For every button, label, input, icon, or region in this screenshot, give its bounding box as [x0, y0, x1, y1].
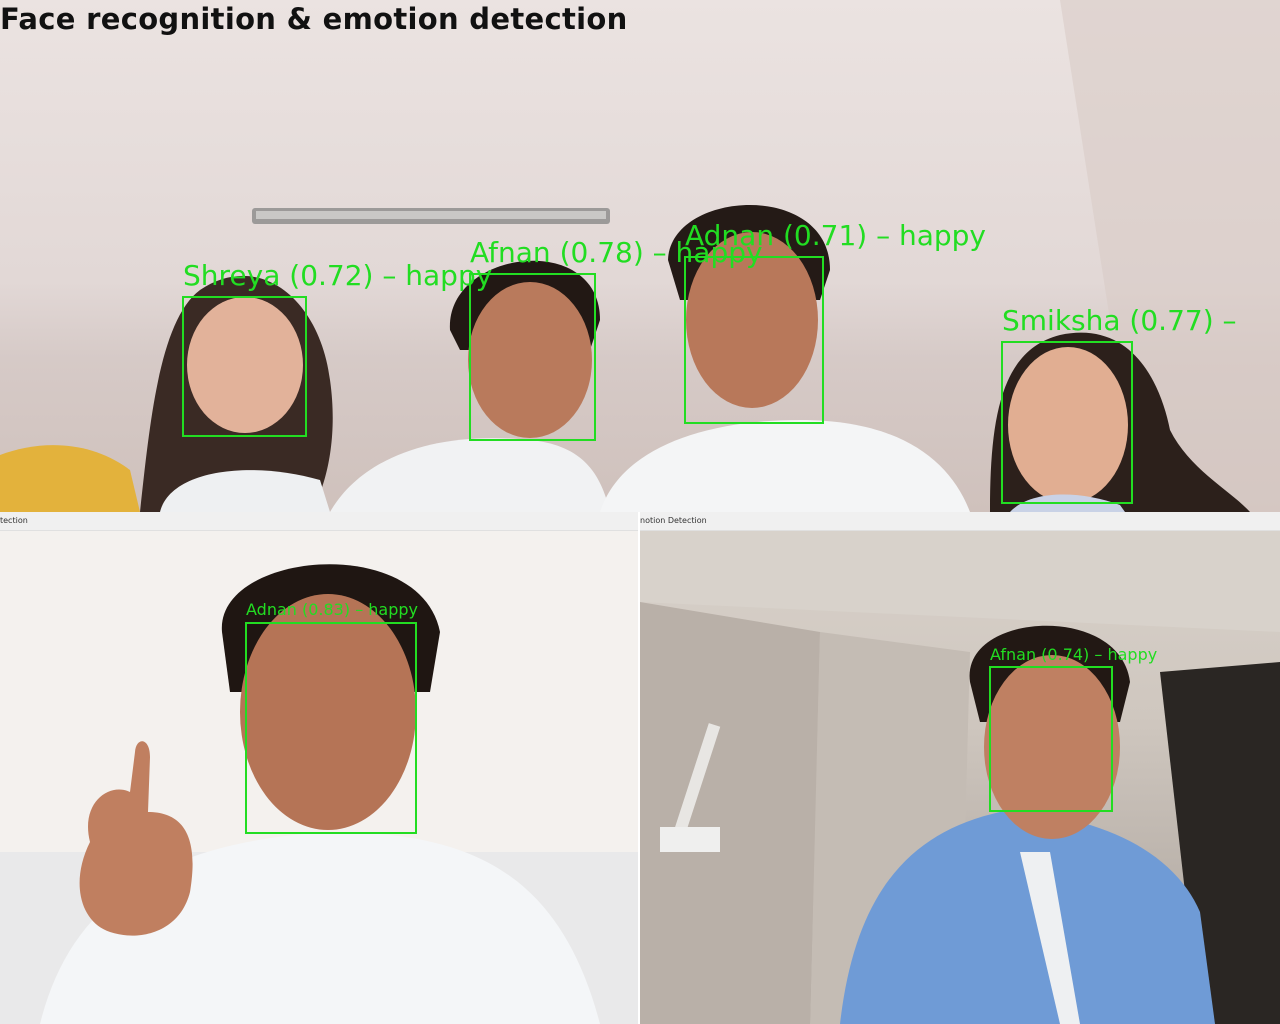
face-box-adnan	[684, 256, 824, 424]
face-box-smiksha	[1001, 341, 1133, 504]
face-label-adnan: Adnan (0.83) – happy	[246, 600, 418, 619]
face-label-smiksha: Smiksha (0.77) –	[1002, 304, 1237, 337]
window-title-bar[interactable]: notion Detection	[640, 512, 1280, 531]
face-label-adnan: Adnan (0.71) – happy	[685, 219, 986, 252]
office-scene-illustration	[640, 530, 1280, 1024]
face-label-afnan: Afnan (0.78) – happy	[470, 236, 763, 269]
emotion-detection-window-right: notion Detection Afnan (0.74) – happy	[640, 512, 1280, 1024]
face-box-afnan	[989, 666, 1113, 812]
page-title: Face recognition & emotion detection	[0, 2, 628, 36]
selfie-scene-illustration	[0, 564, 638, 1024]
face-box-adnan	[245, 622, 417, 834]
group-camera-frame: Shreya (0.72) – happy Afnan (0.78) – hap…	[0, 0, 1280, 512]
face-box-afnan	[469, 273, 596, 441]
detection-window-left: tection Adnan (0.83) – happy	[0, 512, 638, 1024]
face-label-shreya: Shreya (0.72) – happy	[183, 259, 493, 292]
window-title-bar[interactable]: tection	[0, 512, 638, 531]
face-label-afnan: Afnan (0.74) – happy	[990, 645, 1158, 664]
face-box-shreya	[182, 296, 307, 437]
group-scene-illustration	[0, 0, 1280, 512]
